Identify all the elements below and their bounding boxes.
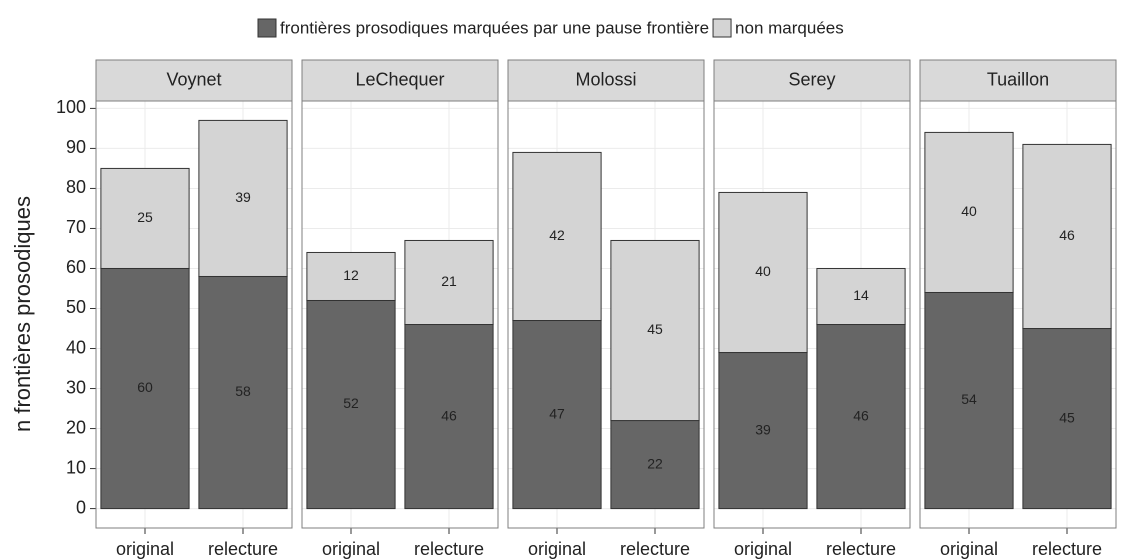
bar-segment — [198, 119, 288, 277]
x-tick-label: original — [940, 539, 998, 559]
data-label: 54 — [961, 391, 977, 407]
bar-segment — [404, 324, 494, 510]
strip — [507, 59, 705, 102]
data-label: 40 — [961, 203, 977, 219]
x-tick-label: relecture — [826, 539, 896, 559]
strip — [713, 59, 911, 102]
x-tick-label: relecture — [1032, 539, 1102, 559]
panel-border — [95, 100, 293, 529]
facet-title: Molossi — [575, 69, 636, 89]
legend-swatch — [257, 18, 277, 38]
bar-segment — [924, 291, 1014, 510]
data-label: 12 — [343, 267, 359, 283]
panel-border — [507, 100, 705, 529]
bar-segment — [100, 167, 190, 269]
legend-swatch — [712, 18, 732, 38]
bar-segment — [718, 191, 808, 354]
x-tick-label: original — [322, 539, 380, 559]
bar-segment — [610, 420, 700, 510]
bar-segment — [512, 320, 602, 510]
bar-segment — [306, 299, 396, 510]
data-label: 46 — [441, 407, 457, 423]
y-tick-label: 30 — [66, 377, 86, 397]
x-tick-label: relecture — [414, 539, 484, 559]
bar-segment — [100, 267, 190, 510]
y-tick-label: 70 — [66, 217, 86, 237]
bar-segment — [404, 239, 494, 326]
legend-label: non marquées — [735, 18, 844, 37]
strip — [301, 59, 499, 102]
data-label: 25 — [137, 209, 153, 225]
data-label: 39 — [235, 189, 251, 205]
data-label: 45 — [1059, 409, 1075, 425]
facet-title: Serey — [788, 69, 835, 89]
bar-segment — [1022, 328, 1112, 510]
bar-segment — [512, 151, 602, 322]
data-label: 58 — [235, 383, 251, 399]
x-tick-label: relecture — [208, 539, 278, 559]
y-tick-label: 20 — [66, 417, 86, 437]
data-label: 60 — [137, 379, 153, 395]
y-tick-label: 10 — [66, 457, 86, 477]
x-tick-label: relecture — [620, 539, 690, 559]
data-label: 46 — [1059, 227, 1075, 243]
panel-border — [301, 100, 499, 529]
strip — [95, 59, 293, 102]
data-label: 42 — [549, 227, 565, 243]
y-tick-label: 80 — [66, 177, 86, 197]
x-tick-label: original — [734, 539, 792, 559]
bar-segment — [816, 324, 906, 510]
data-label: 45 — [647, 321, 663, 337]
bar-segment — [718, 352, 808, 510]
y-tick-label: 60 — [66, 257, 86, 277]
facet-title: Tuaillon — [987, 69, 1049, 89]
panel-border — [713, 100, 911, 529]
data-label: 14 — [853, 287, 869, 303]
bar-segment — [610, 239, 700, 422]
y-tick-label: 0 — [76, 497, 86, 517]
bar-segment — [306, 251, 396, 301]
bar-segment — [924, 131, 1014, 293]
facet-title: Voynet — [166, 69, 221, 89]
facet-title: LeChequer — [355, 69, 444, 89]
y-tick-label: 90 — [66, 137, 86, 157]
panel-border — [919, 100, 1117, 529]
data-label: 21 — [441, 273, 457, 289]
data-label: 47 — [549, 405, 565, 421]
legend-label: frontières prosodiques marquées par une … — [280, 18, 709, 37]
y-axis-label: n frontières prosodiques — [10, 196, 35, 432]
data-label: 22 — [647, 455, 663, 471]
data-label: 40 — [755, 263, 771, 279]
x-tick-label: original — [528, 539, 586, 559]
bar-segment — [1022, 143, 1112, 330]
data-label: 46 — [853, 407, 869, 423]
data-label: 52 — [343, 395, 359, 411]
y-tick-label: 40 — [66, 337, 86, 357]
x-tick-label: original — [116, 539, 174, 559]
bar-segment — [816, 267, 906, 326]
y-tick-label: 100 — [56, 97, 86, 117]
data-label: 39 — [755, 421, 771, 437]
y-tick-label: 50 — [66, 297, 86, 317]
